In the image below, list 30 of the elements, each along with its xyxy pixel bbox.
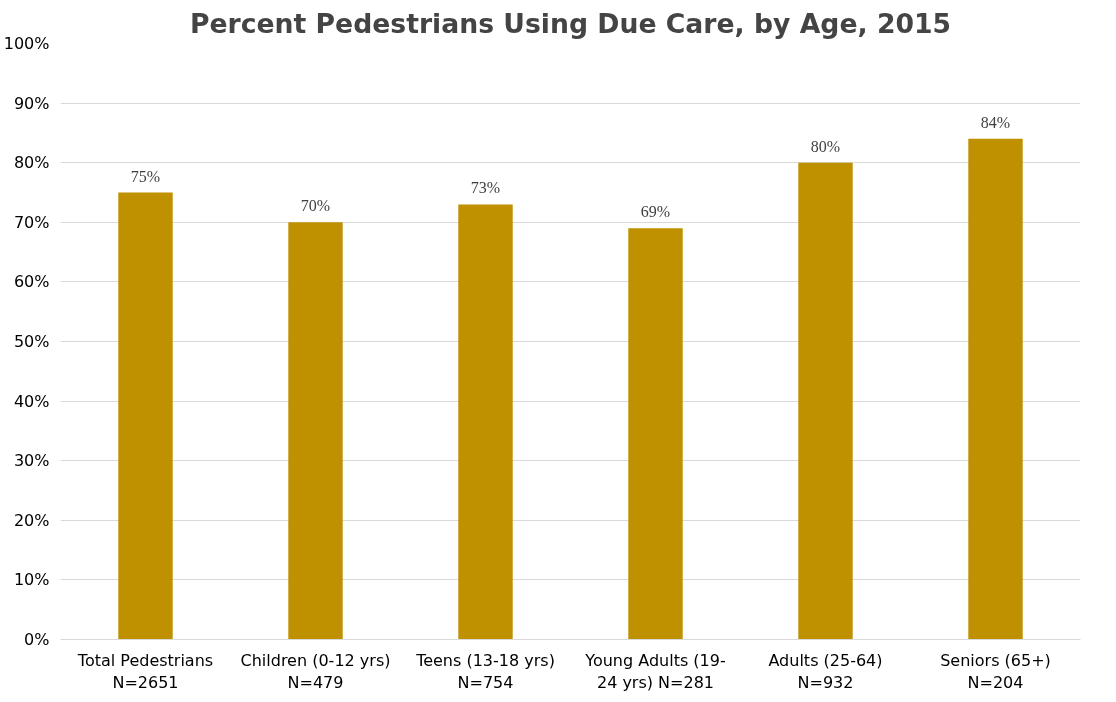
bar [118, 192, 173, 640]
data-label: 84% [980, 113, 1011, 131]
bar [968, 138, 1023, 640]
bar [628, 228, 683, 640]
y-tick-label: 60% [13, 272, 50, 292]
y-tick-label: 20% [13, 510, 50, 530]
y-tick-label: 50% [13, 332, 50, 351]
data-label: 75% [130, 167, 161, 185]
y-tick-label: 90% [13, 93, 50, 113]
bar [458, 204, 513, 640]
x-tick-label: Seniors (65+) N=204 [940, 650, 1051, 693]
data-label: 80% [810, 137, 841, 155]
x-tick-label: Young Adults (19- 24 yrs) N=281 [584, 650, 726, 693]
data-label: 69% [640, 203, 671, 221]
y-tick-label: 40% [13, 391, 50, 411]
chart-title: Percent Pedestrians Using Due Care, by Age, 2015 [189, 7, 952, 39]
y-tick-label: 100% [3, 34, 50, 53]
x-tick-label: Teens (13-18 yrs) N=754 [415, 650, 555, 693]
y-tick-label: 10% [13, 570, 50, 590]
bar [798, 162, 853, 640]
y-tick-label: 30% [13, 451, 50, 471]
x-tick-label: Total Pedestrians N=2651 [76, 650, 214, 693]
y-tick-label: 0% [24, 630, 50, 649]
x-tick-label: Adults (25-64) N=932 [768, 650, 883, 693]
bar [288, 222, 343, 640]
y-tick-label: 70% [13, 212, 50, 232]
y-tick-label: 80% [13, 153, 50, 173]
data-label: 70% [300, 197, 331, 215]
x-tick-label: Children (0-12 yrs) N=479 [240, 650, 391, 693]
data-label: 73% [470, 179, 501, 197]
